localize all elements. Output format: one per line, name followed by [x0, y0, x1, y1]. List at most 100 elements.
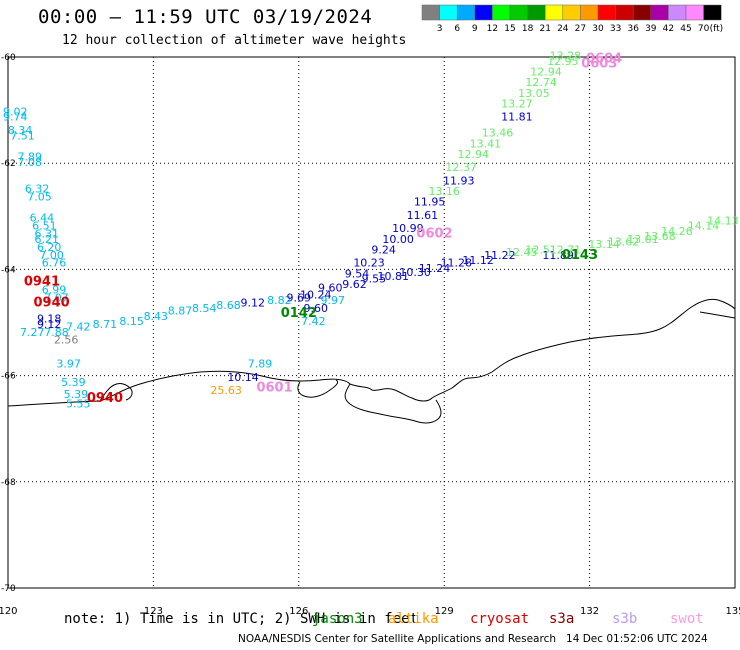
colorbar-swatch [597, 4, 616, 21]
colorbar-tick-label: 39 [645, 24, 657, 34]
wave-height-value: 9.54 [345, 267, 370, 280]
wave-height-value: 7.42 [66, 320, 91, 333]
track-time-label: 0603 [581, 57, 617, 72]
track-time-label: 0142 [281, 306, 317, 321]
colorbar-tick-label: 24 [557, 24, 569, 34]
wave-height-value: 13.14 [588, 238, 620, 251]
lon-tick-label: 126 [289, 606, 308, 617]
colorbar-swatch [650, 4, 669, 21]
coastline-east-path [699, 311, 736, 319]
wave-height-value: 10.14 [227, 371, 259, 384]
wave-height-value: 13.68 [644, 230, 676, 243]
latitude-labels: -60 -62 -64 -66 -68 -70 [1, 53, 16, 594]
colorbar-swatch [668, 4, 687, 21]
wave-height-value: 8.15 [119, 315, 144, 328]
wave-height-value: 9.12 [241, 297, 266, 310]
wave-height-value: 8.34 [8, 124, 33, 137]
colorbar-tick-label: 70 [698, 24, 710, 34]
colorbar-swatch [615, 4, 634, 21]
wave-height-value: 10.30 [399, 266, 431, 279]
lon-tick-label: 123 [144, 606, 163, 617]
wave-height-value: 9.62 [342, 278, 367, 291]
colorbar-tick-label: 6 [454, 24, 460, 34]
wave-height-value: 11.93 [443, 174, 475, 187]
colorbar-tick-label: 36 [627, 24, 639, 34]
wave-height-value: 13.41 [470, 137, 502, 150]
wave-height-value: 13.01 [627, 233, 659, 246]
colorbar-unit: (ft) [710, 24, 724, 34]
wave-height-value: 3.97 [56, 358, 81, 371]
wave-height-value: 7.00 [39, 249, 64, 262]
coastline-path [7, 298, 736, 407]
wave-height-value: 9.02 [3, 105, 28, 118]
graticule-grid [7, 56, 736, 589]
colorbar-tick-label: 27 [575, 24, 586, 34]
page-title: 00:00 – 11:59 UTC 03/19/2024 [38, 6, 373, 28]
colorbar-tick-label: 12 [487, 24, 498, 34]
wave-height-value: 5.39 [61, 376, 86, 389]
coastline-island-path [297, 379, 339, 398]
colorbar-tick-label: 33 [610, 24, 621, 34]
track-time-label: 0941 [24, 274, 60, 289]
colorbar-swatch [703, 4, 722, 21]
wave-height-value: 9.24 [371, 243, 396, 256]
coastline-west-bay [99, 383, 133, 402]
wave-height-value: 11.89 [542, 249, 574, 262]
credit-text: NOAA/NESDIS Center for Satellite Applica… [238, 633, 556, 645]
wave-height-labels: 9.029.748.347.517.897.086.327.056.446.51… [3, 50, 739, 411]
lat-tick-label: -64 [1, 265, 16, 275]
wave-height-value: 7.89 [18, 151, 43, 164]
colorbar-tick-label: 45 [680, 24, 691, 34]
wave-height-value: 9.69 [287, 291, 312, 304]
colorbar-swatch [509, 4, 528, 21]
satellite-legend-item: cryosat [470, 611, 530, 627]
track-time-label: 0604 [586, 51, 622, 66]
lat-tick-label: -60 [1, 53, 16, 63]
wave-height-value: 6.51 [32, 220, 57, 233]
wave-height-value: 8.82 [267, 294, 292, 307]
lat-tick-label: -66 [1, 372, 16, 382]
colorbar-swatch [544, 4, 564, 21]
wave-height-value: 8.68 [216, 299, 241, 312]
satellite-legend-item: jason3 [312, 611, 363, 627]
colorbar-tick-label: 42 [663, 24, 674, 34]
wave-height-value: 7.89 [248, 358, 273, 371]
wave-height-value: 11.61 [407, 209, 439, 222]
wave-height-value: 7.51 [10, 129, 35, 142]
colorbar-tick-label: 21 [539, 24, 550, 34]
wave-height-value: 9.74 [3, 111, 28, 124]
wave-height-value: 25.63 [210, 384, 242, 397]
wave-height-value: 6.44 [30, 212, 55, 225]
colorbar-swatch [439, 4, 458, 21]
wave-height-value: 9.60 [304, 302, 329, 315]
wave-height-value: 8.54 [192, 302, 217, 315]
wave-height-value: 9.60 [318, 282, 343, 295]
wave-height-value: 13.16 [428, 185, 460, 198]
satellite-legend-item: swot [670, 611, 704, 627]
map-frame [7, 56, 736, 589]
wave-height-value: 13.27 [501, 97, 533, 110]
wave-height-value: 6.76 [42, 257, 67, 270]
colorbar-legend: 3 6 9 12 15 18 21 24 27 30 33 36 39 42 45 70 (ft) [421, 4, 724, 34]
footer-note: note: 1) Time is in UTC; 2) SWH is in fe… [64, 611, 419, 627]
wave-height-value: 9.12 [37, 318, 62, 331]
wave-height-value: 12.94 [458, 148, 490, 161]
wave-height-value: 14.14 [688, 220, 720, 233]
lat-tick-label: -70 [1, 584, 16, 594]
wave-height-value: 12.95 [547, 55, 579, 68]
wave-height-value: 10.00 [382, 233, 414, 246]
wave-height-value: 7.88 [44, 326, 69, 339]
lat-tick-label: -68 [1, 478, 16, 488]
track-time-label: 0602 [416, 227, 452, 242]
wave-height-value: 14.13 [707, 214, 739, 227]
wave-height-value: 2.56 [54, 334, 79, 347]
colorbar-swatch [492, 4, 511, 21]
colorbar-tick-label: 15 [504, 24, 515, 34]
colorbar-tick-label: 30 [592, 24, 604, 34]
colorbar-swatch [474, 4, 493, 21]
wave-height-value: 9.97 [320, 294, 345, 307]
wave-height-value: 5.39 [64, 388, 89, 401]
wave-height-value: 8.71 [93, 318, 118, 331]
